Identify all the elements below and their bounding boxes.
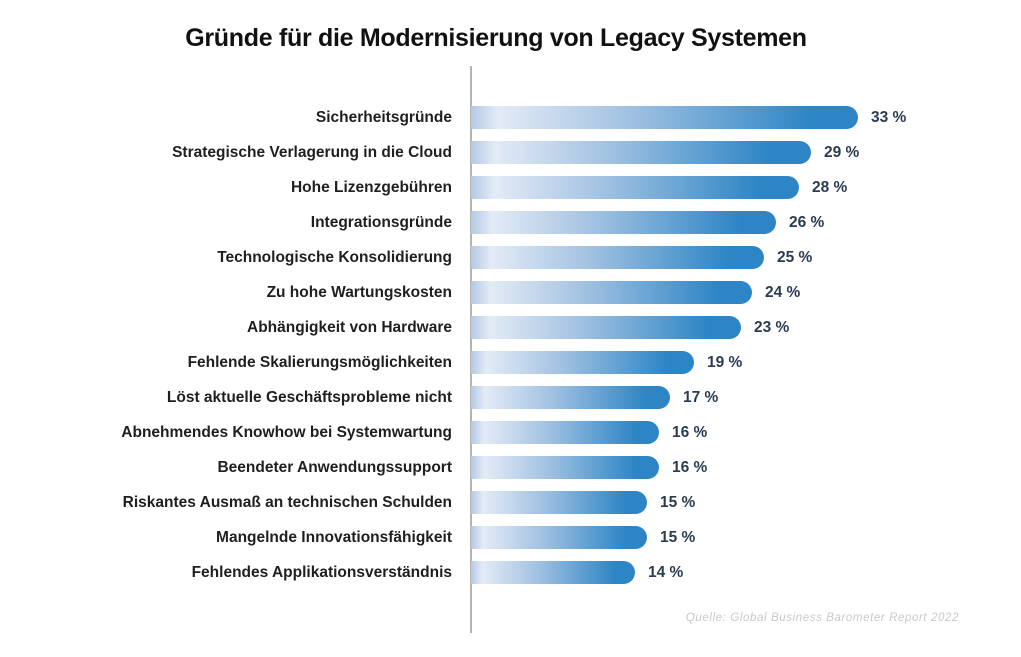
bar-track: 15 % [471,491,1021,514]
bar [471,141,811,164]
bar-rows: Sicherheitsgründe 33 % Strategische Verl… [0,100,1021,590]
bar-row: Abnehmendes Knowhow bei Systemwartung 16… [0,415,1021,450]
bar-track: 24 % [471,281,1021,304]
bar-row: Löst aktuelle Geschäftsprobleme nicht 17… [0,380,1021,415]
value-label: 14 % [648,563,684,581]
category-label: Abnehmendes Knowhow bei Systemwartung [121,423,452,441]
bar-track: 19 % [471,351,1021,374]
category-label: Löst aktuelle Geschäftsprobleme nicht [166,388,452,406]
value-label: 29 % [824,143,860,161]
category-label: Strategische Verlagerung in die Cloud [172,143,452,161]
value-label: 26 % [789,213,825,231]
bar-track: 23 % [471,316,1021,339]
category-label: Integrationsgründe [310,213,452,231]
bar-row: Zu hohe Wartungskosten 24 % [0,275,1021,310]
bar-track: 14 % [471,561,1021,584]
category-label: Fehlende Skalierungsmöglichkeiten [187,353,452,371]
bar-row: Strategische Verlagerung in die Cloud 29… [0,135,1021,170]
value-label: 15 % [660,493,696,511]
value-label: 33 % [871,108,907,126]
bar [471,561,635,584]
value-label: 16 % [672,458,708,476]
bar [471,246,764,269]
bar-track: 33 % [471,106,1021,129]
bar-row: Riskantes Ausmaß an technischen Schulden… [0,485,1021,520]
category-label: Mangelnde Innovationsfähigkeit [216,528,452,546]
bar [471,386,670,409]
source-attribution: Quelle: Global Business Barometer Report… [685,612,959,624]
bar-track: 29 % [471,141,1021,164]
bar-row: Sicherheitsgründe 33 % [0,100,1021,135]
bar [471,281,752,304]
bar-row: Fehlendes Applikationsverständnis 14 % [0,555,1021,590]
bar-track: 15 % [471,526,1021,549]
value-label: 24 % [765,283,801,301]
category-label: Technologische Konsolidierung [217,248,452,266]
y-axis-line [470,66,472,633]
value-label: 25 % [777,248,813,266]
bar-row: Mangelnde Innovationsfähigkeit 15 % [0,520,1021,555]
category-label: Abhängigkeit von Hardware [247,318,452,336]
chart-title: Gründe für die Modernisierung von Legacy… [185,24,807,52]
bar [471,316,741,339]
category-label: Fehlendes Applikationsverständnis [191,563,452,581]
bar-row: Abhängigkeit von Hardware 23 % [0,310,1021,345]
bar-row: Hohe Lizenzgebühren 28 % [0,170,1021,205]
bar-row: Beendeter Anwendungssupport 16 % [0,450,1021,485]
bar [471,106,858,129]
bar [471,211,776,234]
bar-row: Fehlende Skalierungsmöglichkeiten 19 % [0,345,1021,380]
bar-track: 28 % [471,176,1021,199]
bar [471,351,694,374]
value-label: 16 % [672,423,708,441]
bar-track: 26 % [471,211,1021,234]
bar-track: 16 % [471,456,1021,479]
bar-row: Technologische Konsolidierung 25 % [0,240,1021,275]
category-label: Beendeter Anwendungssupport [217,458,452,476]
bar [471,526,647,549]
bar-row: Integrationsgründe 26 % [0,205,1021,240]
value-label: 19 % [707,353,743,371]
bar-track: 16 % [471,421,1021,444]
bar-track: 17 % [471,386,1021,409]
bar [471,421,659,444]
category-label: Zu hohe Wartungskosten [266,283,452,301]
category-label: Sicherheitsgründe [315,108,452,126]
value-label: 17 % [683,388,719,406]
value-label: 28 % [812,178,848,196]
bar [471,456,659,479]
value-label: 23 % [754,318,790,336]
value-label: 15 % [660,528,696,546]
category-label: Hohe Lizenzgebühren [290,178,452,196]
bar [471,176,799,199]
bar-track: 25 % [471,246,1021,269]
category-label: Riskantes Ausmaß an technischen Schulden [122,493,452,511]
bar [471,491,647,514]
